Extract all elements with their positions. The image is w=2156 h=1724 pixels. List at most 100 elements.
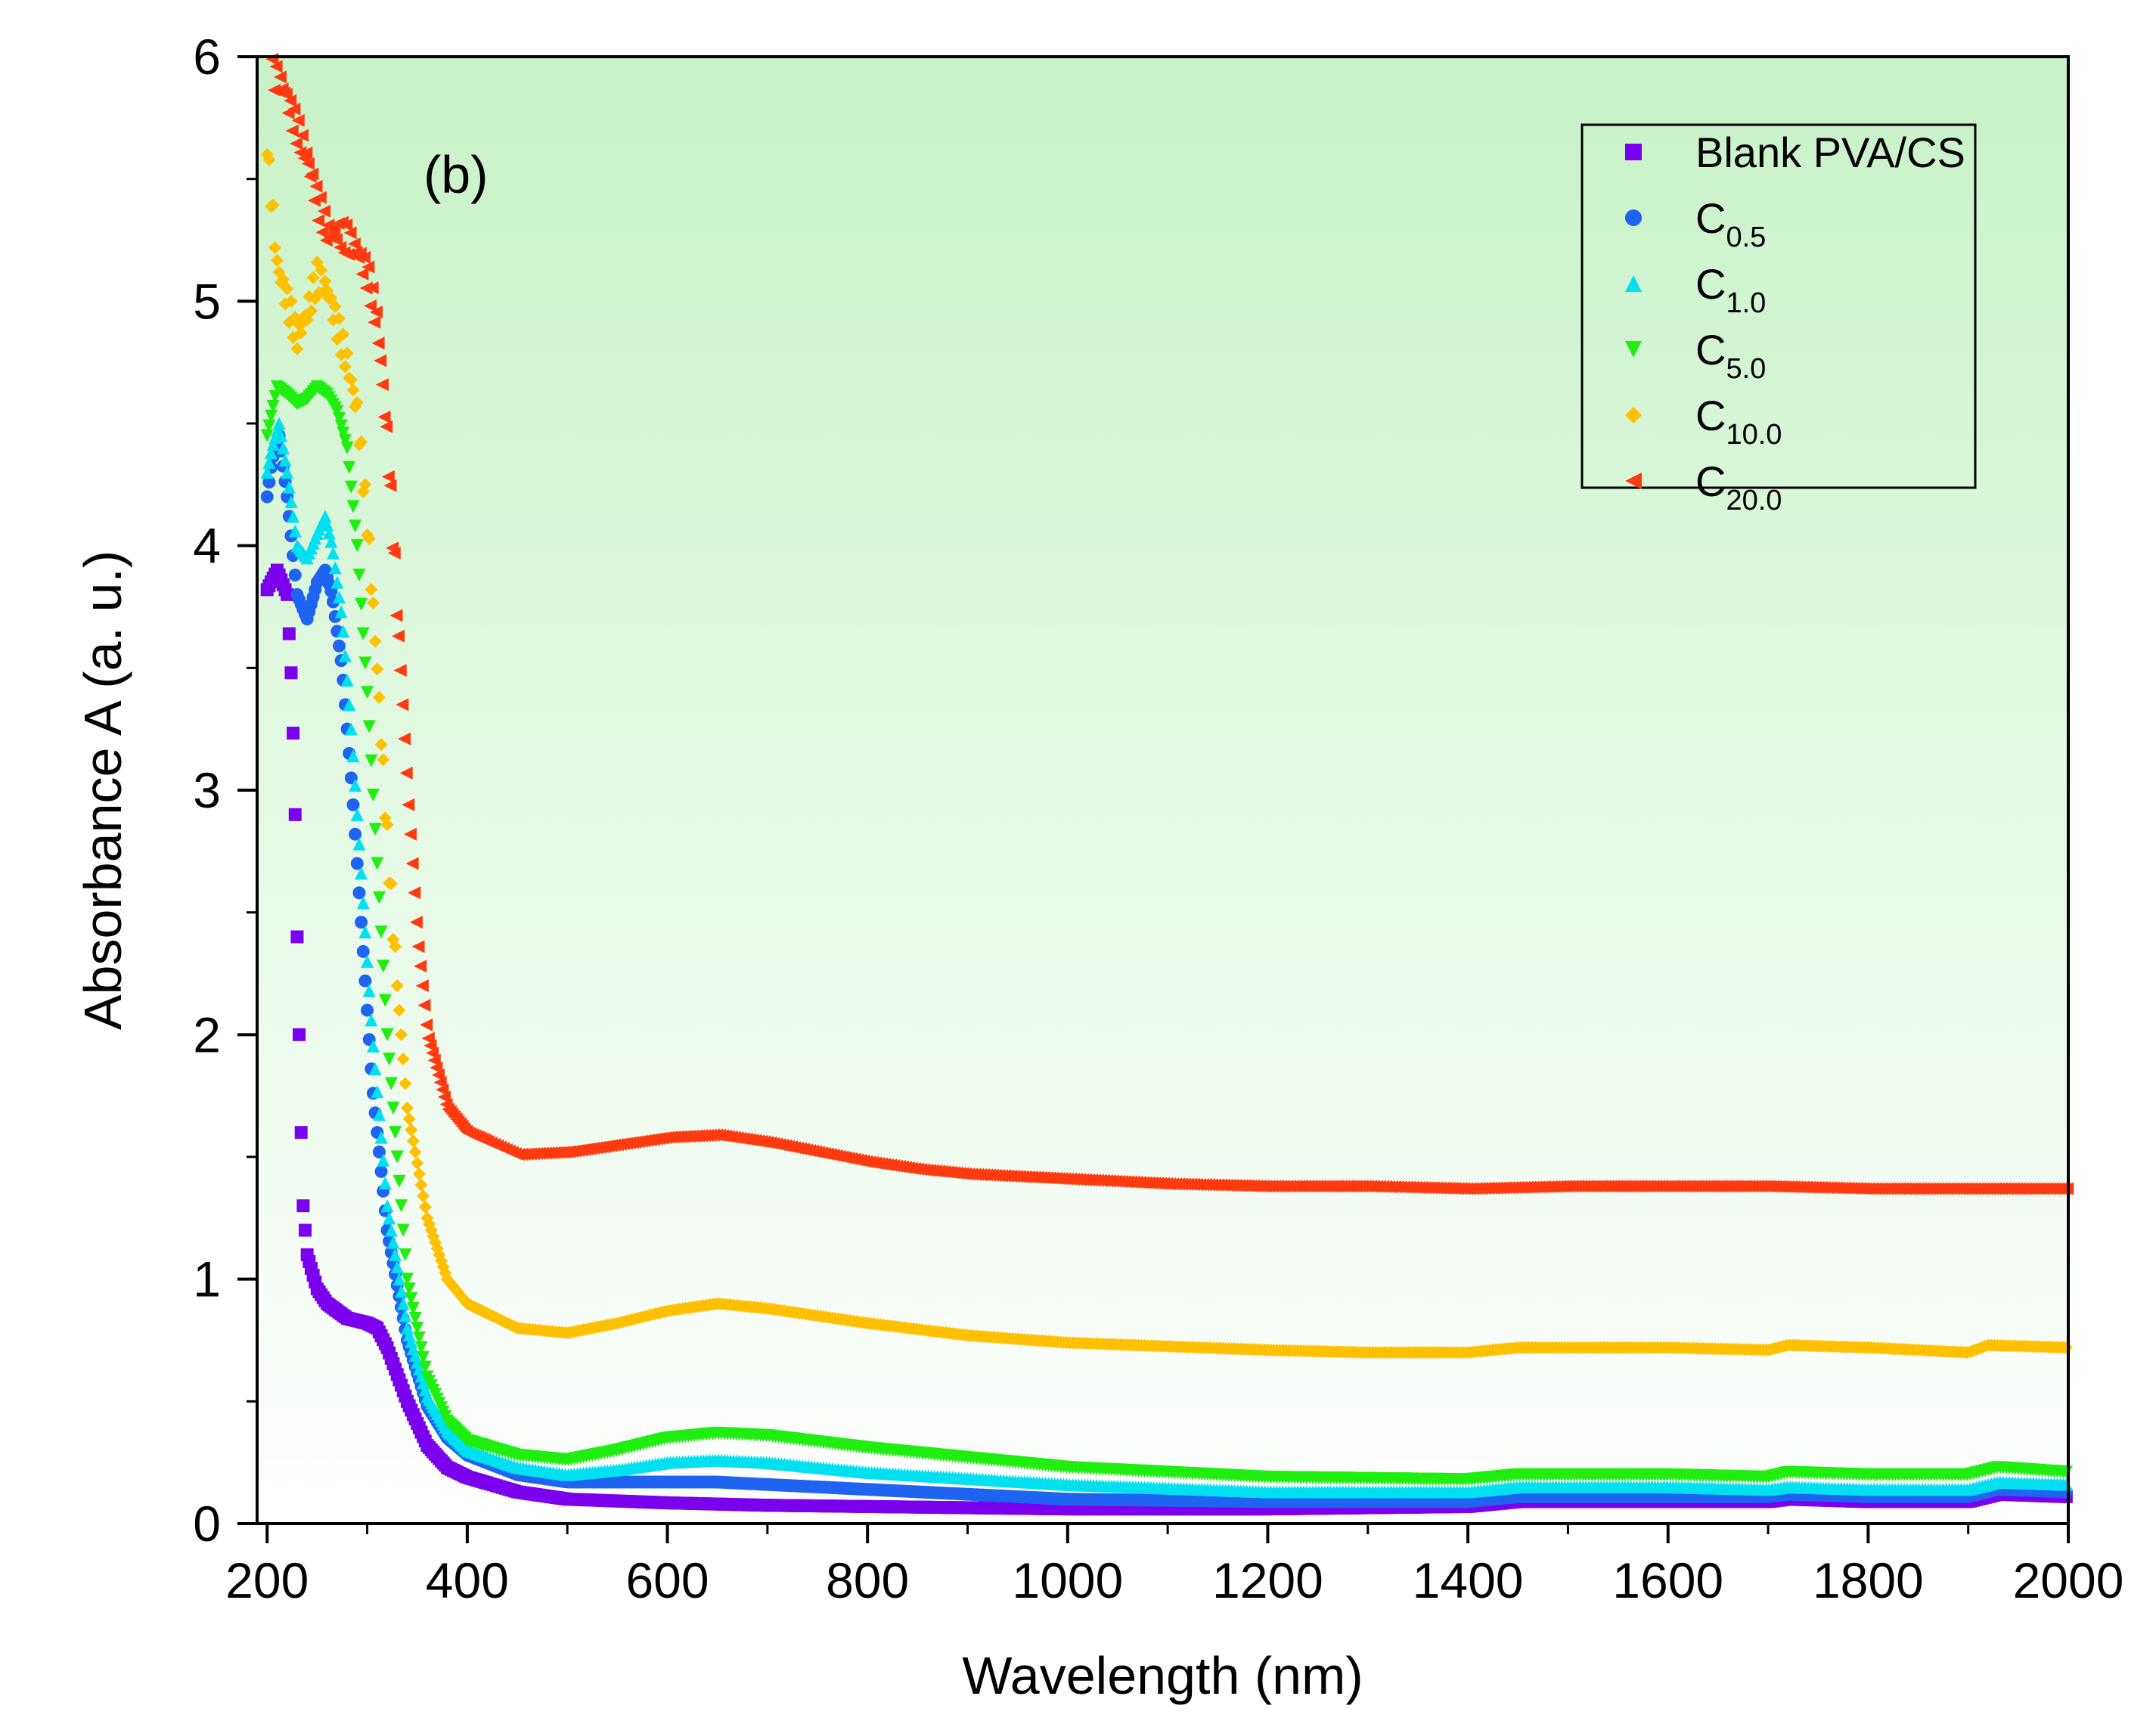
x-tick-label: 600 — [625, 1552, 709, 1608]
data-point — [400, 1273, 414, 1286]
data-point — [344, 373, 358, 386]
data-point — [350, 539, 364, 553]
data-point — [371, 857, 384, 870]
data-point — [330, 575, 344, 589]
series-c20-0 — [265, 52, 2074, 1195]
y-axis-title: Absorbance A (a. u.) — [73, 550, 132, 1030]
data-point — [356, 896, 370, 910]
data-point — [355, 267, 369, 281]
data-point — [412, 1167, 426, 1181]
data-point — [358, 656, 372, 670]
data-point — [315, 225, 329, 239]
data-point — [366, 788, 380, 802]
data-point — [396, 1297, 410, 1310]
data-point — [347, 237, 361, 251]
panel-label: (b) — [423, 145, 489, 204]
data-point — [361, 686, 374, 699]
data-point — [377, 753, 390, 767]
legend-entry-base: Blank PVA/CS — [1695, 129, 1965, 176]
data-point — [408, 886, 421, 900]
x-tick-label: 1000 — [1012, 1552, 1123, 1608]
data-point — [365, 754, 378, 767]
legend-entry-subscript: 10.0 — [1726, 419, 1782, 451]
data-point — [262, 419, 276, 433]
data-point — [337, 327, 350, 341]
data-point — [301, 157, 315, 170]
data-point — [299, 146, 313, 160]
data-point — [282, 627, 296, 640]
data-point — [338, 649, 352, 662]
data-point — [368, 634, 382, 648]
data-point — [296, 1199, 310, 1213]
y-tick-label: 2 — [193, 1006, 221, 1062]
data-point — [374, 354, 387, 367]
data-point — [318, 204, 331, 218]
data-point — [334, 419, 348, 433]
data-point — [371, 336, 385, 350]
data-point — [372, 891, 386, 904]
data-point — [355, 916, 368, 929]
legend-marker — [1625, 144, 1642, 160]
legend-entry-subscript: 5.0 — [1726, 353, 1766, 385]
data-point — [384, 1223, 398, 1237]
y-tick-label: 1 — [193, 1251, 221, 1307]
data-point — [266, 438, 280, 451]
data-point — [293, 1028, 306, 1041]
data-point — [312, 214, 325, 228]
data-point — [294, 326, 308, 340]
data-point — [399, 1248, 412, 1261]
data-point — [288, 568, 302, 581]
data-point — [412, 1331, 426, 1344]
data-point — [418, 1360, 432, 1374]
data-point — [362, 532, 376, 545]
data-point — [411, 940, 425, 953]
data-point — [395, 1199, 408, 1213]
data-point — [299, 1223, 312, 1237]
legend-entry-base: C — [1695, 392, 1726, 439]
data-point — [328, 561, 342, 575]
data-point — [405, 1123, 418, 1136]
data-layer — [260, 52, 2074, 1516]
data-point — [374, 926, 388, 939]
legend-box — [1581, 123, 1977, 489]
data-point — [409, 916, 423, 929]
data-point — [287, 727, 300, 740]
data-point — [340, 219, 353, 232]
data-point — [387, 547, 401, 560]
data-point — [290, 930, 304, 944]
legend-entry-label: C5.0 — [1695, 326, 1766, 385]
data-point — [372, 1108, 386, 1121]
data-point — [405, 857, 419, 870]
data-point — [392, 1003, 406, 1017]
data-point — [328, 299, 342, 313]
data-point — [368, 1062, 382, 1076]
data-point — [270, 253, 284, 267]
data-point — [340, 346, 354, 360]
legend-marker — [1625, 275, 1642, 292]
data-point — [333, 312, 346, 325]
x-tick-label: 1600 — [1612, 1552, 1723, 1608]
data-point — [346, 500, 360, 513]
x-tick-label: 1200 — [1212, 1552, 1323, 1608]
x-tick-label: 400 — [426, 1552, 509, 1608]
data-point — [343, 698, 356, 712]
data-point — [374, 1130, 388, 1144]
plot-background — [257, 57, 2068, 1524]
data-point — [321, 518, 334, 532]
data-point — [350, 857, 364, 870]
data-point — [406, 1301, 420, 1315]
data-point — [340, 441, 354, 454]
data-point — [275, 429, 288, 442]
data-point — [415, 979, 429, 993]
data-point — [290, 137, 303, 150]
data-point — [399, 1077, 412, 1090]
data-point — [266, 198, 280, 212]
data-point — [290, 342, 304, 355]
data-point — [288, 524, 302, 538]
data-point — [260, 429, 274, 442]
data-point — [414, 1341, 428, 1354]
data-point — [313, 191, 327, 204]
data-point — [309, 179, 323, 193]
legend-entry-label: C20.0 — [1695, 457, 1782, 516]
data-point — [262, 153, 276, 166]
